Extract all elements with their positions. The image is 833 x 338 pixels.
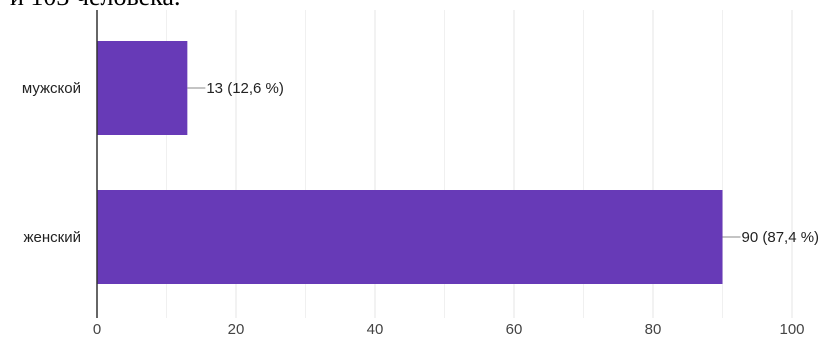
- x-tick-label: 100: [779, 321, 804, 338]
- category-label: женский: [24, 229, 81, 246]
- x-tick-label: 20: [228, 321, 245, 338]
- category-label: мужской: [22, 80, 81, 97]
- bar-zhenskiy: [97, 190, 723, 284]
- x-tick-label: 60: [506, 321, 523, 338]
- x-tick-label: 80: [645, 321, 662, 338]
- bar-muzhskoy: [97, 41, 187, 135]
- bar-layer: [97, 41, 723, 284]
- x-tick-label: 0: [93, 321, 101, 338]
- x-tick-label: 40: [367, 321, 384, 338]
- data-label: 90 (87,4 %): [742, 229, 820, 246]
- data-label: 13 (12,6 %): [206, 80, 284, 97]
